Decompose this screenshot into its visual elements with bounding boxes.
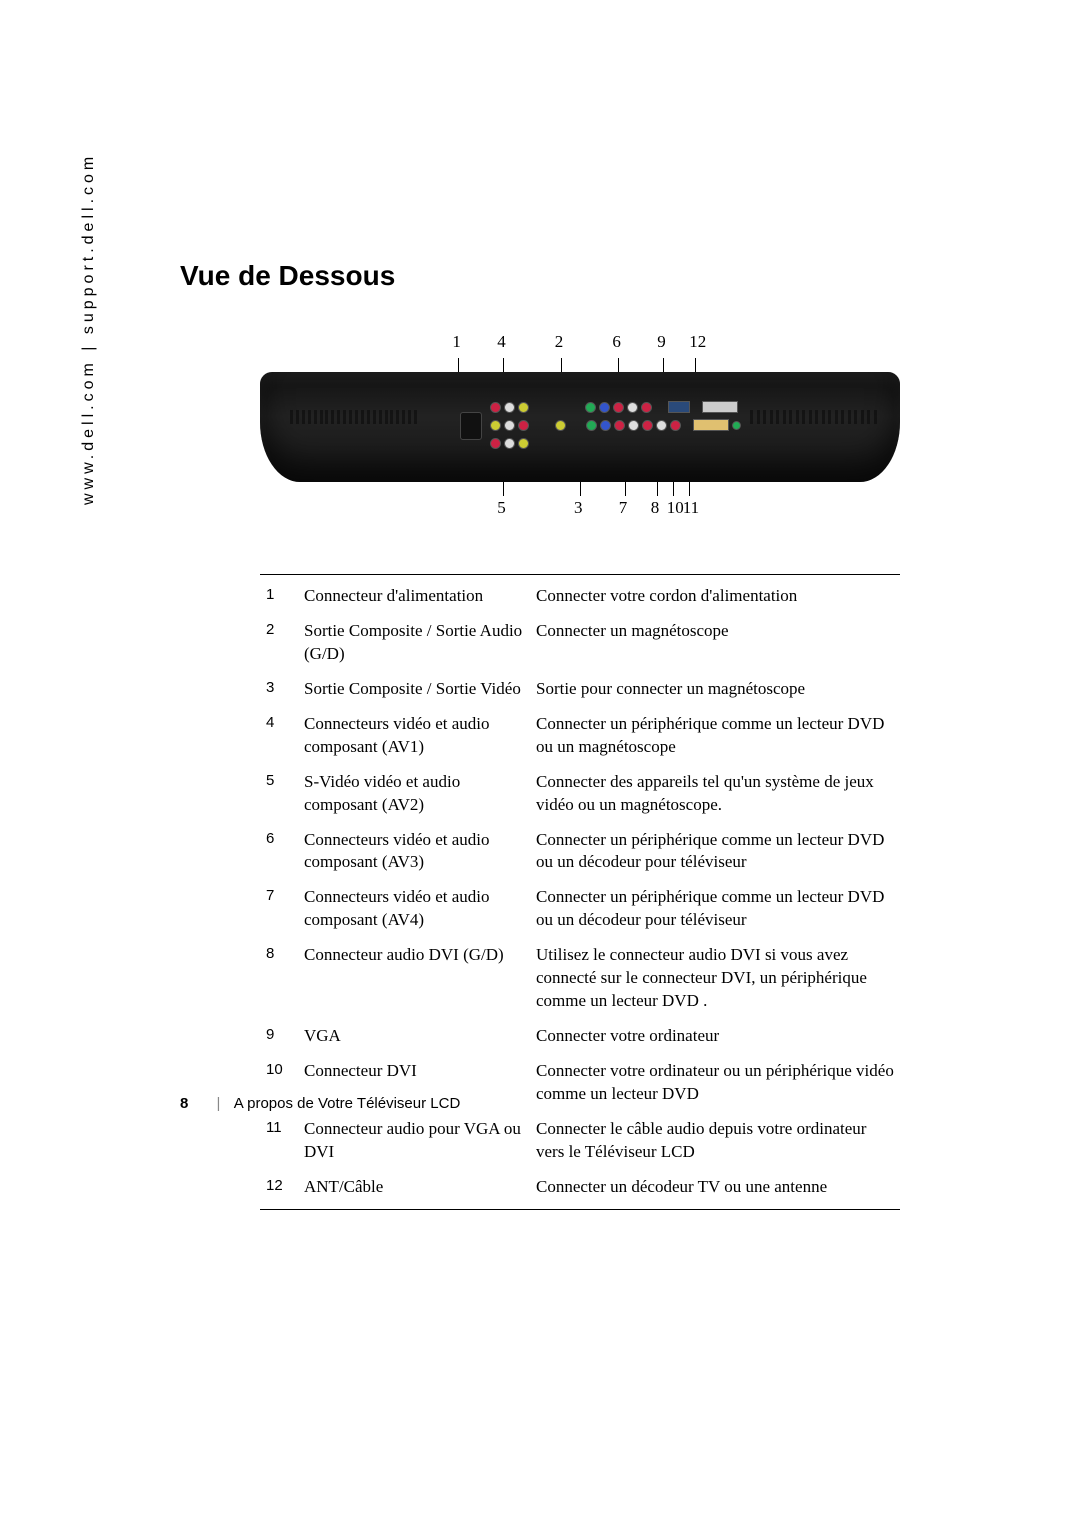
table-row: 2Sortie Composite / Sortie Audio (G/D)Co…: [260, 614, 900, 672]
main-content: Vue de Dessous 1426912: [180, 260, 980, 1210]
table-rule-bottom: [260, 1209, 900, 1210]
side-url-text: www.dell.com | support.dell.com: [80, 153, 98, 505]
row-number: 1: [260, 579, 298, 614]
row-number: 5: [260, 765, 298, 823]
table-row: 12ANT/CâbleConnecter un décodeur TV ou u…: [260, 1170, 900, 1205]
tv-body-illustration: [260, 372, 900, 482]
callout-number: 5: [497, 498, 506, 518]
connector-desc: Connecter des appareils tel qu'un systèm…: [530, 765, 900, 823]
connector-name: Connecteur d'alimentation: [298, 579, 530, 614]
callout-number: 11: [683, 498, 699, 518]
table-row: 6Connecteurs vidéo et audio composant (A…: [260, 823, 900, 881]
callout-ticks-bottom: [260, 482, 900, 496]
callouts-top: 1 4 2 6 9 12: [260, 332, 900, 358]
callout-number: 10: [667, 498, 684, 518]
connector-name: Connecteurs vidéo et audio composant (AV…: [298, 823, 530, 881]
callout-number: 9: [657, 332, 666, 352]
connector-name: Connecteurs vidéo et audio composant (AV…: [298, 880, 530, 938]
callout-number: 8: [651, 498, 660, 518]
connector-desc: Utilisez le connecteur audio DVI si vous…: [530, 938, 900, 1019]
callout-number: 3: [574, 498, 583, 518]
connector-name: Connecteurs vidéo et audio composant (AV…: [298, 707, 530, 765]
callout-number: 1: [452, 332, 461, 352]
row-number: 3: [260, 672, 298, 707]
table-rule-top: [260, 574, 900, 575]
connector-desc: Connecter un magnétoscope: [530, 614, 900, 672]
connector-desc: Connecter le câble audio depuis votre or…: [530, 1112, 900, 1170]
row-number: 9: [260, 1019, 298, 1054]
row-number: 2: [260, 614, 298, 672]
page-footer: 8 | A propos de Votre Téléviseur LCD: [180, 1095, 460, 1112]
connector-name: VGA: [298, 1019, 530, 1054]
connector-desc: Connecter un périphérique comme un lecte…: [530, 707, 900, 765]
table-row: 5S-Vidéo vidéo et audio composant (AV2)C…: [260, 765, 900, 823]
connector-desc: Sortie pour connecter un magnétoscope: [530, 672, 900, 707]
callout-number: 6: [612, 332, 621, 352]
footer-separator: |: [217, 1095, 221, 1112]
bottom-view-diagram: 1 4 2 6 9 12: [260, 332, 900, 524]
footer-section-title: A propos de Votre Téléviseur LCD: [234, 1095, 461, 1112]
connector-desc: Connecter votre cordon d'alimentation: [530, 579, 900, 614]
section-heading: Vue de Dessous: [180, 260, 980, 292]
row-number: 8: [260, 938, 298, 1019]
connector-name: S-Vidéo vidéo et audio composant (AV2): [298, 765, 530, 823]
callout-number: 4: [497, 332, 506, 352]
connector-desc: Connecter votre ordinateur ou un périphé…: [530, 1054, 900, 1112]
row-number: 6: [260, 823, 298, 881]
table-row: 9VGAConnecter votre ordinateur: [260, 1019, 900, 1054]
table-row: 4Connecteurs vidéo et audio composant (A…: [260, 707, 900, 765]
table-row: 11Connecteur audio pour VGA ou DVIConnec…: [260, 1112, 900, 1170]
callout-ticks-top: [260, 358, 900, 372]
connector-desc: Connecter votre ordinateur: [530, 1019, 900, 1054]
connector-desc: Connecter un périphérique comme un lecte…: [530, 880, 900, 938]
table-row: 1Connecteur d'alimentationConnecter votr…: [260, 579, 900, 614]
callout-number: 7: [619, 498, 628, 518]
page-number: 8: [180, 1095, 188, 1112]
callouts-bottom: 5 3 7 8 1011: [260, 498, 900, 524]
row-number: 11: [260, 1112, 298, 1170]
connector-name: Sortie Composite / Sortie Audio (G/D): [298, 614, 530, 672]
row-number: 4: [260, 707, 298, 765]
connector-name: ANT/Câble: [298, 1170, 530, 1205]
connector-name: Connecteur audio pour VGA ou DVI: [298, 1112, 530, 1170]
connector-desc: Connecter un décodeur TV ou une antenne: [530, 1170, 900, 1205]
row-number: 7: [260, 880, 298, 938]
table-row: 7Connecteurs vidéo et audio composant (A…: [260, 880, 900, 938]
connector-name: Sortie Composite / Sortie Vidéo: [298, 672, 530, 707]
callout-number: 12: [689, 332, 706, 352]
table-row: 8Connecteur audio DVI (G/D)Utilisez le c…: [260, 938, 900, 1019]
connector-desc: Connecter un périphérique comme un lecte…: [530, 823, 900, 881]
connector-name: Connecteur audio DVI (G/D): [298, 938, 530, 1019]
callout-number: 2: [555, 332, 564, 352]
row-number: 12: [260, 1170, 298, 1205]
table-row: 3Sortie Composite / Sortie VidéoSortie p…: [260, 672, 900, 707]
